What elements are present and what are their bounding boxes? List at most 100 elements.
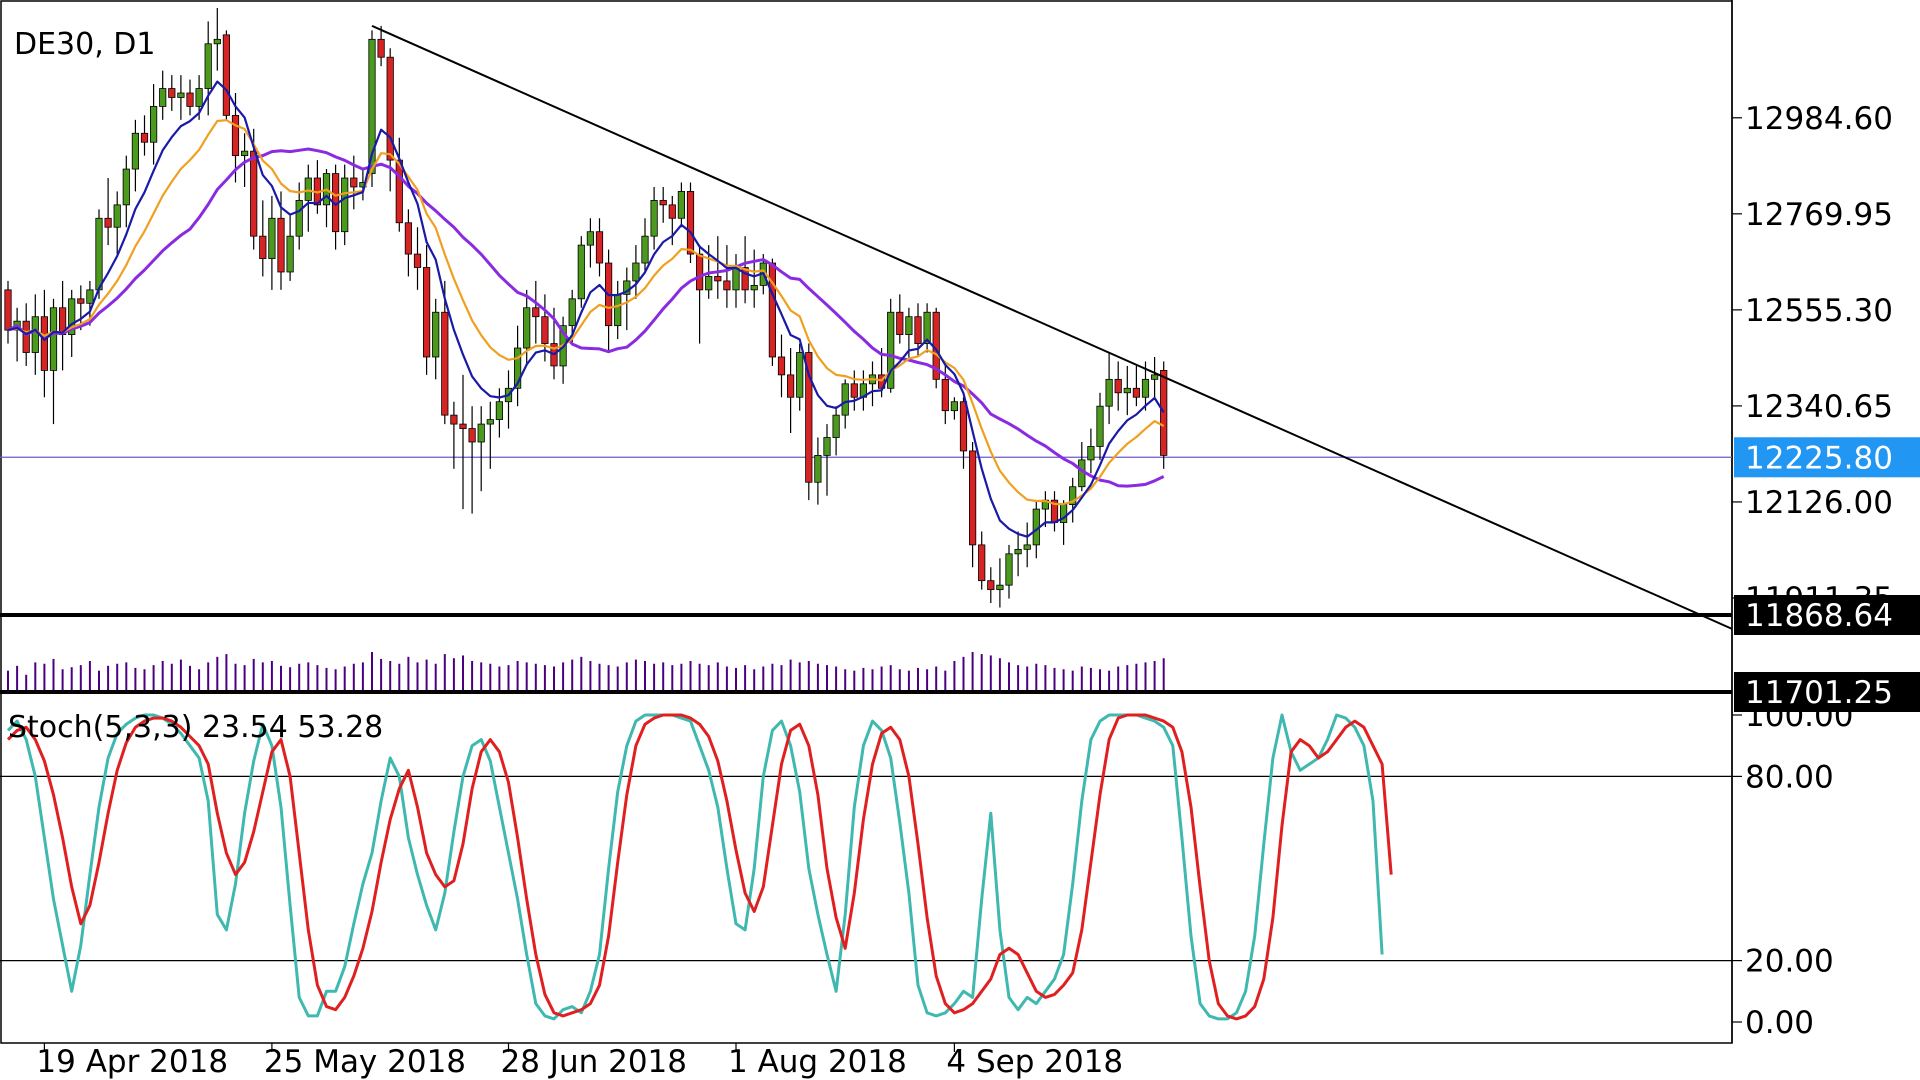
candle-body bbox=[777, 356, 786, 376]
candle-body bbox=[222, 34, 230, 116]
candle-body bbox=[4, 289, 12, 331]
stochastic-label: Stoch(5,3,3) 23.54 53.28 bbox=[8, 710, 383, 745]
candle-body bbox=[268, 217, 276, 259]
price-tick-label: 12340.65 bbox=[1745, 389, 1893, 425]
candle-body bbox=[395, 159, 403, 224]
candle-body bbox=[213, 38, 221, 45]
candle-body bbox=[413, 253, 422, 268]
candle-body bbox=[1005, 553, 1013, 586]
candle-body bbox=[277, 217, 285, 273]
candle-body bbox=[514, 347, 522, 389]
candle-body bbox=[104, 217, 112, 228]
candle-body bbox=[641, 235, 649, 264]
candle-body bbox=[841, 383, 849, 416]
candle-body bbox=[195, 88, 203, 107]
candle-body bbox=[896, 311, 904, 336]
price-tick-label: 12769.95 bbox=[1745, 197, 1893, 233]
candle-body bbox=[250, 150, 258, 237]
candle-body bbox=[705, 276, 713, 291]
candle-body bbox=[422, 267, 431, 358]
candle-body bbox=[987, 580, 995, 591]
candle-body bbox=[850, 383, 858, 398]
candle-body bbox=[295, 199, 303, 237]
candle-body bbox=[732, 267, 740, 291]
trendline bbox=[371, 24, 1733, 630]
horizontal-line-label: 11868.64 bbox=[1745, 598, 1893, 634]
candle-body bbox=[959, 401, 968, 452]
stoch-main-line bbox=[6, 713, 1384, 1021]
candle-body bbox=[714, 276, 722, 282]
candle-body bbox=[632, 262, 640, 282]
stoch-tick-label: 80.00 bbox=[1745, 759, 1834, 795]
candle-body bbox=[1014, 548, 1022, 555]
candle-body bbox=[22, 320, 30, 353]
ma-slow-line bbox=[7, 147, 1165, 488]
candle-body bbox=[68, 298, 76, 336]
candle-body bbox=[450, 414, 458, 425]
date-tick-label: 25 May 2018 bbox=[264, 1044, 466, 1080]
candle-body bbox=[495, 401, 504, 421]
candle-body bbox=[696, 253, 704, 291]
date-tick-label: 4 Sep 2018 bbox=[946, 1044, 1123, 1080]
candle-body bbox=[668, 204, 676, 219]
candle-body bbox=[486, 419, 494, 425]
candle-body bbox=[659, 199, 667, 206]
candle-body bbox=[304, 177, 312, 201]
candle-body bbox=[459, 423, 467, 429]
candle-body bbox=[122, 168, 130, 206]
candle-body bbox=[341, 177, 349, 233]
ma-mid-line bbox=[7, 119, 1165, 506]
candle-body bbox=[95, 217, 103, 291]
candle-body bbox=[441, 311, 449, 416]
price-tick-label: 12984.60 bbox=[1745, 101, 1893, 137]
candle-body bbox=[941, 378, 949, 412]
candle-body bbox=[750, 284, 758, 291]
candle-body bbox=[905, 316, 913, 336]
candle-body bbox=[887, 311, 895, 389]
stoch-tick-label: 20.00 bbox=[1745, 944, 1834, 980]
candle-body bbox=[532, 307, 540, 318]
candle-body bbox=[186, 92, 194, 107]
candle-body bbox=[686, 191, 695, 255]
candle-body bbox=[568, 298, 576, 327]
candle-body bbox=[741, 267, 749, 291]
stoch-tick-label: 100.00 bbox=[1745, 698, 1853, 734]
candle-body bbox=[386, 56, 394, 161]
candle-body bbox=[1160, 369, 1168, 456]
horizontal-line-label: 11701.25 bbox=[1745, 675, 1893, 711]
candle-body bbox=[1114, 378, 1122, 394]
candle-body bbox=[1087, 446, 1095, 461]
axes: 12984.60 12769.95 12555.30 12340.65 12126.00… bbox=[0, 101, 1920, 1080]
candle-body bbox=[49, 307, 58, 371]
candle-body bbox=[796, 352, 804, 398]
candle-body bbox=[614, 293, 622, 327]
candle-body bbox=[168, 88, 176, 98]
candle-body bbox=[204, 43, 212, 89]
current-price-tag bbox=[1734, 437, 1920, 478]
candle-body bbox=[1023, 544, 1031, 550]
current-price-label: 12225.80 bbox=[1745, 440, 1893, 476]
candle-body bbox=[595, 231, 604, 264]
candle-body bbox=[140, 132, 149, 143]
candle-body bbox=[368, 38, 376, 174]
candle-body bbox=[586, 231, 595, 246]
candle-body bbox=[477, 423, 485, 443]
price-tick-label: 12555.30 bbox=[1745, 293, 1893, 329]
candle-body bbox=[177, 92, 185, 98]
candle-body bbox=[723, 280, 731, 291]
price-tick-label: 12126.00 bbox=[1745, 485, 1893, 521]
candle-body bbox=[40, 316, 49, 371]
candle-body bbox=[77, 298, 85, 304]
stoch-tick-label: 0.00 bbox=[1745, 1005, 1814, 1041]
candle-body bbox=[159, 88, 167, 107]
candle-body bbox=[377, 38, 385, 58]
date-tick-label: 1 Aug 2018 bbox=[728, 1044, 907, 1080]
date-tick-label: 28 Jun 2018 bbox=[501, 1044, 687, 1080]
candle-body bbox=[914, 316, 922, 344]
candle-body bbox=[1105, 378, 1113, 407]
candle-body bbox=[923, 311, 931, 344]
candle-body bbox=[978, 544, 986, 582]
candle-body bbox=[832, 414, 840, 438]
candle-body bbox=[286, 235, 294, 273]
candle-body bbox=[541, 316, 549, 344]
